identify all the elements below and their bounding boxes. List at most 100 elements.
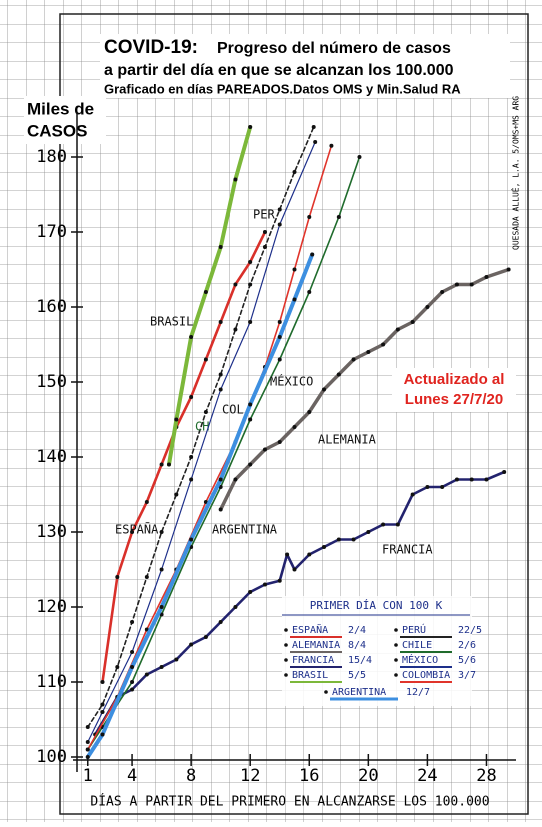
point bbox=[484, 275, 489, 279]
point bbox=[454, 477, 459, 482]
legend-date: 22/5 bbox=[458, 625, 482, 636]
y-tick-label: 150 bbox=[36, 372, 67, 392]
x-tick-label: 20 bbox=[358, 766, 378, 786]
point bbox=[85, 725, 90, 729]
legend-title: PRIMER DÍA CON 100 K bbox=[310, 599, 443, 612]
series-label: FRANCIA bbox=[382, 543, 433, 557]
point bbox=[130, 620, 135, 624]
point bbox=[203, 290, 208, 294]
legend-dot bbox=[394, 628, 398, 632]
point bbox=[218, 372, 223, 377]
point bbox=[307, 215, 312, 219]
series-label: CH bbox=[195, 420, 209, 434]
point bbox=[100, 732, 105, 737]
point bbox=[189, 642, 194, 647]
point bbox=[307, 290, 312, 294]
series-line bbox=[218, 267, 511, 512]
point bbox=[189, 477, 194, 482]
point bbox=[189, 335, 194, 339]
point bbox=[248, 462, 253, 467]
point bbox=[277, 578, 282, 583]
point bbox=[410, 320, 415, 324]
point bbox=[218, 620, 223, 624]
point bbox=[248, 417, 253, 422]
point bbox=[313, 140, 318, 144]
y-tick-label: 170 bbox=[36, 222, 67, 242]
annotation: Actualizado al bbox=[404, 371, 505, 388]
point bbox=[144, 672, 149, 677]
point bbox=[292, 267, 297, 272]
series-label: BRASIL bbox=[150, 315, 193, 329]
legend-name: MÉXICO bbox=[402, 653, 438, 666]
point bbox=[233, 605, 238, 609]
point bbox=[454, 282, 459, 287]
point bbox=[262, 230, 267, 234]
point bbox=[366, 530, 371, 534]
legend-name: COLOMBIA bbox=[402, 670, 450, 681]
point bbox=[351, 357, 356, 362]
point bbox=[218, 387, 223, 392]
point bbox=[292, 297, 297, 302]
legend-dot bbox=[284, 658, 288, 662]
point bbox=[440, 485, 445, 489]
y-tick-label: 100 bbox=[36, 747, 67, 767]
annotation: Lunes 27/7/20 bbox=[405, 391, 503, 408]
point bbox=[310, 252, 315, 257]
point bbox=[85, 740, 90, 744]
legend-date: 3/7 bbox=[458, 670, 476, 681]
point bbox=[203, 410, 208, 414]
point bbox=[144, 500, 149, 504]
point bbox=[336, 372, 341, 377]
point bbox=[381, 342, 386, 347]
point bbox=[130, 665, 135, 669]
point bbox=[277, 207, 282, 212]
point bbox=[233, 282, 238, 287]
point bbox=[159, 567, 164, 572]
series-label: MÉXICO bbox=[270, 374, 313, 389]
point bbox=[248, 282, 253, 287]
series-line bbox=[101, 230, 267, 684]
point bbox=[262, 582, 267, 587]
legend-date: 5/6 bbox=[458, 655, 476, 666]
point bbox=[189, 537, 194, 542]
point bbox=[311, 125, 316, 129]
y-tick-label: 160 bbox=[36, 297, 67, 317]
point bbox=[130, 530, 135, 534]
title-line2: a partir del día en que se alcanzan los … bbox=[104, 62, 454, 79]
point bbox=[410, 492, 415, 497]
frame bbox=[59, 13, 529, 815]
point bbox=[425, 485, 430, 489]
y-tick-label: 180 bbox=[36, 147, 67, 167]
series-line bbox=[85, 252, 315, 759]
legend-name: ESPAÑA bbox=[292, 623, 328, 636]
point bbox=[469, 282, 474, 287]
legend-dot bbox=[284, 628, 288, 632]
point bbox=[366, 350, 371, 354]
point bbox=[336, 537, 341, 542]
series-label: COL bbox=[222, 403, 244, 417]
point bbox=[440, 290, 445, 294]
series-label: ESPAÑA bbox=[115, 522, 159, 537]
legend-date: 15/4 bbox=[348, 655, 372, 666]
x-tick-label: 24 bbox=[417, 766, 437, 786]
point bbox=[218, 245, 223, 249]
legend-dot bbox=[394, 673, 398, 677]
point bbox=[277, 222, 282, 227]
point bbox=[336, 215, 341, 219]
legend-date: 12/7 bbox=[406, 687, 430, 698]
legend-dot bbox=[394, 643, 398, 647]
x-tick-label: 1 bbox=[83, 766, 93, 786]
point bbox=[262, 245, 267, 249]
y-tick-label: 130 bbox=[36, 522, 67, 542]
point bbox=[174, 492, 179, 497]
point bbox=[357, 155, 362, 159]
point bbox=[100, 702, 105, 707]
point bbox=[277, 335, 282, 339]
y-tick-label: 140 bbox=[36, 447, 67, 467]
legend-dot bbox=[324, 690, 328, 694]
point bbox=[292, 567, 297, 572]
point bbox=[115, 665, 120, 669]
point bbox=[189, 455, 194, 459]
point bbox=[351, 537, 356, 542]
